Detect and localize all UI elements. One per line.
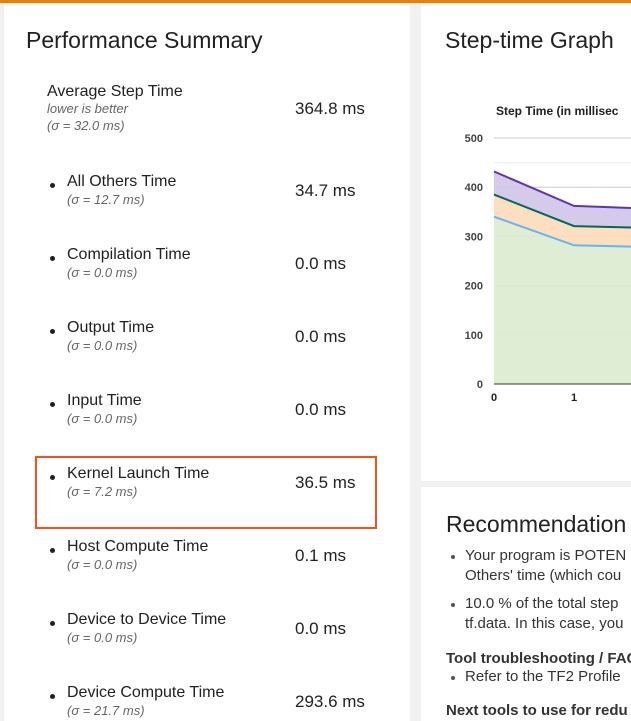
- item-sigma: (σ = 0.0 ms): [67, 411, 138, 426]
- item-value: 36.5 ms: [295, 473, 356, 492]
- item-value: 293.6 ms: [295, 692, 365, 711]
- item-sigma: (σ = 0.0 ms): [67, 338, 138, 353]
- line-series-0: [493, 215, 631, 248]
- bullet: [50, 402, 55, 407]
- next-tools-heading: Next tools to use for redu: [446, 702, 628, 719]
- item-value: 0.1 ms: [295, 546, 347, 565]
- area-series-2: [494, 171, 631, 228]
- item-label: Compilation Time: [67, 246, 191, 263]
- average-label: Average Step Time: [47, 83, 183, 100]
- bullet: [50, 548, 55, 553]
- bullet: [50, 475, 55, 480]
- chart-title: Step Time (in millisec: [496, 104, 619, 118]
- highlight-box: [35, 456, 377, 529]
- line-series-2: [493, 170, 631, 209]
- item-label: Device to Device Time: [67, 611, 227, 628]
- rec-2-line-2: tf.data. In this case, you: [465, 615, 624, 632]
- average-value: 364.8 ms: [295, 99, 365, 118]
- item-label: Kernel Launch Time: [67, 465, 210, 482]
- item-sigma: (σ = 0.0 ms): [67, 265, 138, 280]
- area-series-1: [494, 194, 631, 247]
- bullet: [451, 676, 455, 680]
- graph-title: Step-time Graph: [445, 27, 614, 53]
- bullet: [50, 694, 55, 699]
- item-value: 0.0 ms: [295, 619, 347, 638]
- average-note: lower is better: [47, 101, 128, 116]
- y-tick-label: 500: [465, 133, 483, 145]
- y-tick-label: 300: [465, 231, 483, 243]
- item-sigma: (σ = 0.0 ms): [67, 557, 138, 572]
- x-tick-label: 0: [491, 392, 497, 404]
- area-series-0: [494, 216, 631, 384]
- performance-summary-title: Performance Summary: [26, 27, 263, 53]
- recommendation-title: Recommendation: [446, 511, 627, 537]
- item-value: 0.0 ms: [295, 327, 347, 346]
- line-series-1: [493, 193, 631, 229]
- bullet: [50, 256, 55, 261]
- x-tick-label: 1: [571, 392, 577, 404]
- top-accent-bar: [0, 0, 631, 3]
- bullet: [50, 329, 55, 334]
- item-sigma: (σ = 12.7 ms): [67, 192, 145, 207]
- item-value: 0.0 ms: [295, 400, 347, 419]
- faq-heading: Tool troubleshooting / FAQ: [446, 650, 631, 667]
- average-sigma: (σ = 32.0 ms): [47, 118, 125, 133]
- item-sigma: (σ = 0.0 ms): [67, 630, 138, 645]
- step-time-graph-card: Step-time Graph Step Time (in millisec 0…: [421, 3, 631, 481]
- performance-summary-card: Performance Summary Average Step Time lo…: [4, 3, 410, 721]
- item-sigma: (σ = 21.7 ms): [67, 703, 145, 718]
- step-time-chart: 0 100 200 300 400 500 0 1: [465, 133, 631, 404]
- bullet: [50, 621, 55, 626]
- y-tick-label: 100: [465, 330, 483, 342]
- item-label: Device Compute Time: [67, 684, 225, 701]
- item-label: Output Time: [67, 319, 155, 336]
- rec-1-line-2: Others' time (which cou: [465, 567, 622, 584]
- y-tick-label: 400: [465, 182, 483, 194]
- recommendation-card: Recommendation Your program is POTEN Oth…: [421, 487, 631, 721]
- item-value: 34.7 ms: [295, 181, 356, 200]
- faq-link[interactable]: Refer to the TF2 Profile: [465, 668, 621, 685]
- rec-1-line-1: Your program is POTEN: [465, 547, 627, 564]
- item-value: 0.0 ms: [295, 254, 347, 273]
- bullet: [451, 555, 455, 559]
- y-tick-label: 0: [477, 379, 483, 391]
- bullet: [50, 183, 55, 188]
- rec-2-line-1: 10.0 % of the total step: [465, 595, 619, 612]
- item-label: Input Time: [67, 392, 142, 409]
- bullet: [451, 603, 455, 607]
- item-label: Host Compute Time: [67, 538, 209, 555]
- item-sigma: (σ = 7.2 ms): [67, 484, 138, 499]
- item-label: All Others Time: [67, 173, 177, 190]
- y-tick-label: 200: [465, 281, 483, 293]
